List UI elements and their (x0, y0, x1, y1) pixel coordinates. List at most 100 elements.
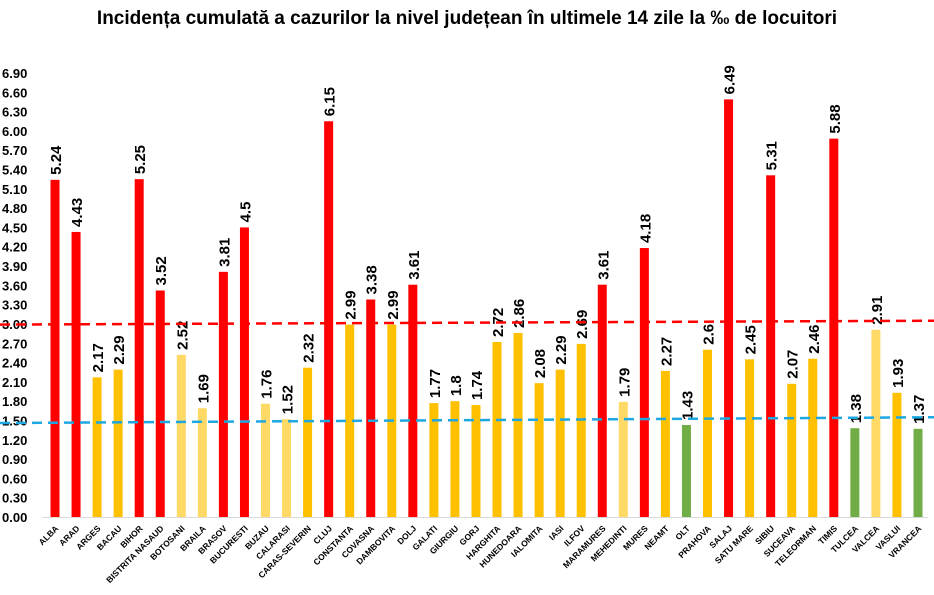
y-tick-label: 2.40 (2, 356, 27, 371)
bar-dolj (408, 284, 418, 517)
y-tick-label: 6.90 (2, 66, 27, 81)
data-label: 3.81 (216, 238, 233, 267)
y-tick-label: 3.00 (2, 317, 27, 332)
data-label: 4.18 (637, 214, 654, 243)
y-tick-label: 2.10 (2, 375, 27, 390)
data-label: 2.07 (785, 350, 802, 379)
bar-salaj (724, 99, 734, 518)
bar-brasov (218, 271, 228, 517)
data-label: 1.93 (890, 359, 907, 388)
y-tick-label: 1.80 (2, 394, 27, 409)
bar-hunedoara (513, 332, 523, 517)
y-tick-label: 4.80 (2, 201, 27, 216)
bar-gorj (471, 405, 481, 517)
y-tick-label: 3.60 (2, 278, 27, 293)
bar-cluj (324, 121, 334, 518)
bar-vaslui (892, 392, 902, 517)
data-label: 2.08 (532, 349, 549, 378)
data-label: 2.27 (658, 337, 675, 366)
x-tick-label: NEAMT (642, 523, 671, 552)
bar-botosani (176, 354, 186, 517)
y-tick-label: 0.30 (2, 491, 27, 506)
y-tick-label: 0.60 (2, 471, 27, 486)
y-tick-label: 5.10 (2, 182, 27, 197)
data-label: 2.45 (743, 325, 760, 354)
data-label: 2.99 (343, 290, 360, 319)
bar-iasi (555, 369, 565, 517)
bar-buzau (260, 403, 270, 517)
data-label: 3.61 (406, 251, 423, 280)
bar-neamt (660, 370, 670, 517)
bar-alba (50, 179, 60, 518)
bar-prahova (703, 349, 713, 517)
data-label: 1.74 (469, 370, 486, 400)
y-tick-label: 6.00 (2, 124, 27, 139)
y-tick-label: 4.20 (2, 240, 27, 255)
data-label: 1.79 (616, 368, 633, 397)
y-tick-label: 4.50 (2, 220, 27, 235)
bar-harghita (492, 341, 502, 517)
y-tick-label: 0.90 (2, 452, 27, 467)
bar-bucuresti (239, 227, 249, 517)
bar-bistrita-nasaud (155, 290, 165, 517)
bar-vrancea (913, 428, 923, 517)
data-label: 6.49 (722, 65, 739, 94)
y-tick-label: 6.60 (2, 85, 27, 100)
data-label: 5.31 (764, 141, 781, 170)
x-tick-label: ALBA (37, 523, 61, 547)
data-label: 2.52 (174, 321, 191, 350)
chart-title: Incidența cumulată a cazurilor la nivel … (96, 8, 838, 29)
bar-timis (829, 138, 839, 518)
bar-sibiu (766, 175, 776, 517)
bar-bacau (113, 369, 123, 517)
bar-ialomita (534, 383, 544, 517)
bar-teleorman (808, 358, 818, 517)
data-label: 2.6 (701, 324, 718, 345)
data-label: 3.61 (595, 251, 612, 280)
data-label: 5.24 (48, 145, 65, 175)
y-tick-label: 3.30 (2, 298, 27, 313)
data-label: 6.15 (322, 87, 339, 116)
bar-ilfov (576, 343, 586, 517)
threshold-line-low (0, 416, 934, 425)
data-label: 2.17 (90, 343, 107, 372)
data-label: 5.88 (827, 104, 844, 133)
data-label: 5.25 (132, 145, 149, 174)
data-label: 3.38 (364, 265, 381, 294)
data-label: 2.29 (553, 335, 570, 364)
y-tick-label: 5.40 (2, 163, 27, 178)
data-label: 2.91 (869, 296, 886, 325)
y-tick-label: 5.70 (2, 143, 27, 158)
bar-braila (197, 408, 207, 517)
bar-arges (92, 377, 102, 517)
bar-satu-mare (745, 359, 755, 517)
bar-covasna (366, 299, 376, 517)
data-label: 2.29 (111, 335, 128, 364)
bar-giurgiu (450, 401, 460, 517)
bar-valcea (871, 329, 881, 517)
data-label: 1.8 (448, 375, 465, 396)
bar-caras-severin (303, 367, 313, 517)
data-label: 2.86 (511, 299, 528, 328)
bar-arad (71, 231, 81, 517)
data-label: 1.77 (427, 369, 444, 398)
data-label: 2.99 (385, 290, 402, 319)
bar-suceava (787, 383, 797, 517)
bar-tulcea (850, 428, 860, 517)
y-tick-label: 1.50 (2, 413, 27, 428)
data-label: 4.43 (69, 198, 86, 227)
bar-constanta (345, 324, 355, 517)
y-tick-label: 1.20 (2, 433, 27, 448)
data-label: 2.46 (806, 325, 823, 354)
data-label: 1.52 (280, 385, 297, 414)
bar-mehedinti (618, 401, 628, 517)
threshold-line-high (0, 319, 934, 326)
bar-galati (429, 403, 439, 517)
data-label: 1.69 (195, 374, 212, 403)
data-label: 1.43 (679, 391, 696, 420)
bar-bihor (134, 179, 144, 517)
bar-calarasi (282, 419, 292, 517)
bar-maramures (597, 284, 607, 517)
bar-mures (639, 248, 649, 517)
